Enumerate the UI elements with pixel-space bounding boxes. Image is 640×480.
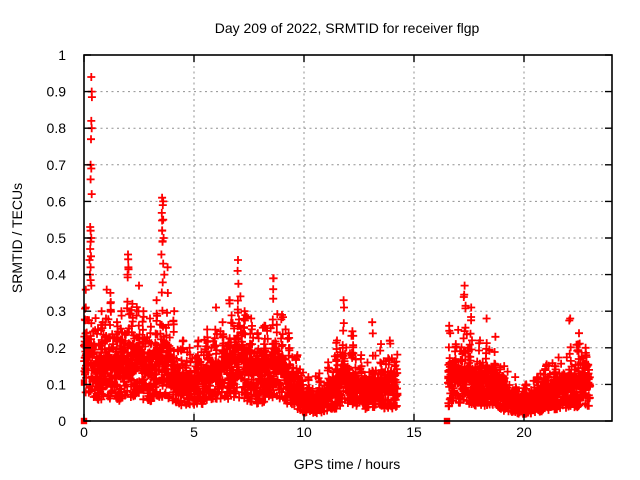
tick-labels: 0 5 10 15 20 0 0.1 0.2 0.3 0.4 0.5 0.6 0.7 0.8 0.9 1: [47, 47, 532, 440]
y-axis-label: SRMTID / TECUs: [9, 183, 25, 293]
y-tick-label: 0.7: [47, 157, 67, 173]
y-tick-label: 1: [58, 47, 66, 63]
x-tick-label: 0: [80, 424, 88, 440]
x-axis-label: GPS time / hours: [294, 456, 401, 472]
y-tick-label: 0.1: [47, 376, 67, 392]
plot-border: [83, 54, 613, 422]
y-tick-label: 0.3: [47, 303, 67, 319]
chart-title: Day 209 of 2022, SRMTID for receiver flg…: [215, 20, 480, 36]
axes-and-ticks: [83, 54, 613, 422]
y-tick-label: 0.4: [47, 267, 67, 283]
y-tick-label: 0.8: [47, 120, 67, 136]
y-tick-label: 0: [58, 413, 66, 429]
x-tick-label: 20: [516, 424, 532, 440]
x-tick-label: 5: [190, 424, 198, 440]
y-tick-label: 0.9: [47, 84, 67, 100]
x-tick-label: 10: [296, 424, 312, 440]
y-tick-label: 0.5: [47, 230, 67, 246]
x-tick-label: 15: [406, 424, 422, 440]
y-tick-label: 0.6: [47, 193, 67, 209]
y-tick-label: 0.2: [47, 340, 67, 356]
